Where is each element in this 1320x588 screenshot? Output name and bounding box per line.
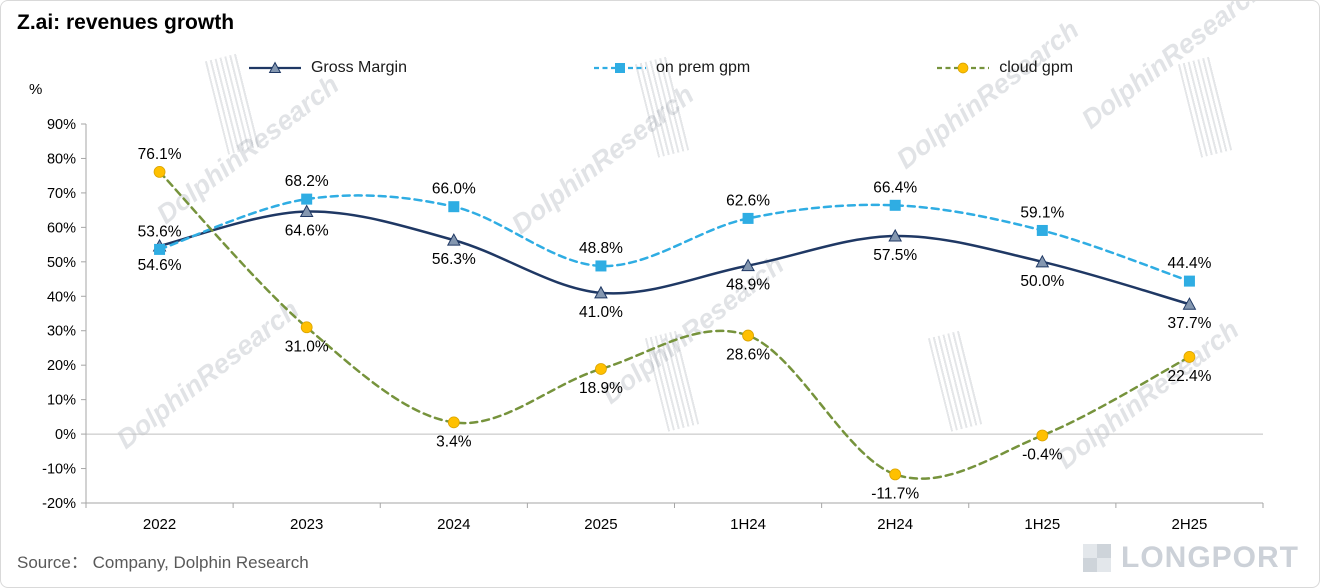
marker-circle xyxy=(595,363,607,375)
data-label: 48.8% xyxy=(579,240,623,257)
marker-circle xyxy=(153,165,166,178)
marker-square xyxy=(448,201,460,213)
y-tick-label: 20% xyxy=(47,358,76,374)
legend-swatch-cloud-gpm xyxy=(935,60,991,76)
marker-circle xyxy=(447,416,460,429)
marker-square xyxy=(1183,275,1195,287)
x-category-label: 1H24 xyxy=(730,516,766,533)
marker-triangle xyxy=(299,204,314,218)
data-label: 57.5% xyxy=(873,247,917,264)
marker-triangle xyxy=(1182,297,1197,310)
data-label: 31.0% xyxy=(285,338,329,355)
chart-title: Z.ai: revenues growth xyxy=(17,11,235,34)
marker-square xyxy=(742,212,754,224)
legend-item-cloud-gpm: cloud gpm xyxy=(935,59,1073,77)
data-label: 41.0% xyxy=(579,304,623,321)
data-label: 44.4% xyxy=(1167,255,1211,272)
marker-triangle xyxy=(594,285,608,299)
data-label: -11.7% xyxy=(871,485,919,502)
marker-triangle xyxy=(1035,254,1050,268)
y-tick-label: 50% xyxy=(47,255,76,271)
data-label: 54.6% xyxy=(138,257,182,274)
data-label: 76.1% xyxy=(138,146,182,163)
longport-icon xyxy=(1083,544,1111,572)
y-tick-label: 80% xyxy=(47,151,76,167)
y-tick-label: 90% xyxy=(47,117,76,133)
x-category-label: 2022 xyxy=(143,516,176,533)
x-category-label: 2H24 xyxy=(877,516,913,533)
x-category-label: 2024 xyxy=(437,516,470,533)
data-label: 68.2% xyxy=(285,173,329,190)
y-tick-label: 40% xyxy=(47,289,76,305)
longport-logo: LONGPORT xyxy=(1083,541,1299,575)
data-label: -0.4% xyxy=(1022,446,1063,463)
data-label: 56.3% xyxy=(432,251,476,268)
marker-circle xyxy=(742,329,754,342)
y-tick-label: -20% xyxy=(42,496,76,512)
marker-square xyxy=(301,193,313,205)
legend-label-gross-margin: Gross Margin xyxy=(310,59,407,76)
data-label: 48.9% xyxy=(726,277,770,294)
marker-square xyxy=(614,63,625,73)
data-label: 64.6% xyxy=(285,223,329,240)
legend-swatch-on-prem-gpm xyxy=(592,60,648,76)
data-label: 50.0% xyxy=(1020,273,1064,290)
y-tick-label: 30% xyxy=(47,324,76,340)
y-tick-label: 70% xyxy=(47,186,76,202)
data-label: 18.9% xyxy=(579,380,623,397)
data-label: 66.0% xyxy=(432,181,476,198)
marker-triangle xyxy=(741,258,755,272)
marker-square xyxy=(889,199,901,211)
data-label: 28.6% xyxy=(726,347,770,364)
marker-square xyxy=(1036,224,1048,236)
marker-circle xyxy=(1036,429,1049,442)
y-tick-label: 60% xyxy=(47,220,76,236)
data-label: 62.6% xyxy=(726,192,770,209)
x-category-label: 2H25 xyxy=(1172,516,1208,533)
y-tick-label: -10% xyxy=(42,462,76,478)
data-label: 3.4% xyxy=(436,433,472,450)
data-label: 66.4% xyxy=(873,179,917,196)
marker-triangle xyxy=(268,61,282,73)
y-tick-label: 0% xyxy=(55,427,76,443)
marker-square xyxy=(595,260,607,272)
marker-square xyxy=(154,243,166,255)
x-category-label: 1H25 xyxy=(1024,516,1060,533)
source-note: Source： Company, Dolphin Research xyxy=(17,553,309,572)
y-tick-label: 10% xyxy=(47,393,76,409)
marker-triangle xyxy=(446,233,461,246)
marker-triangle xyxy=(888,228,903,242)
legend-swatch-gross-margin xyxy=(247,60,303,76)
marker-circle xyxy=(957,62,969,74)
x-category-label: 2023 xyxy=(290,516,323,533)
longport-text: LONGPORT xyxy=(1121,541,1299,574)
data-label: 59.1% xyxy=(1020,204,1064,221)
series-line xyxy=(158,194,1191,283)
legend-label-on-prem-gpm: on prem gpm xyxy=(655,59,751,76)
y-axis-unit-label: % xyxy=(29,81,43,98)
data-label: 37.7% xyxy=(1167,315,1211,332)
data-label: 53.6% xyxy=(138,223,182,240)
marker-circle xyxy=(300,321,313,334)
marker-circle xyxy=(1183,351,1196,363)
series-line xyxy=(158,210,1191,306)
data-label: 22.4% xyxy=(1167,368,1211,385)
legend-item-gross-margin: Gross Margin xyxy=(247,59,407,77)
chart-legend: Gross Margin on prem gpm cloud gpm xyxy=(1,59,1319,77)
marker-circle xyxy=(889,468,902,481)
legend-item-on-prem-gpm: on prem gpm xyxy=(592,59,750,77)
x-category-label: 2025 xyxy=(584,516,617,533)
legend-label-cloud-gpm: cloud gpm xyxy=(999,59,1074,76)
